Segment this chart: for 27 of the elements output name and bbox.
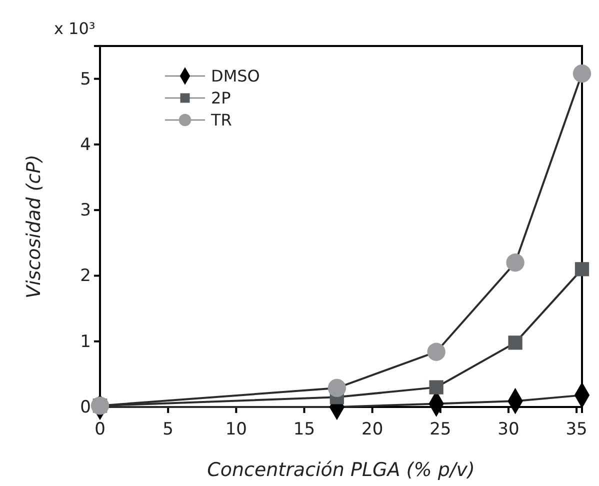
point (427, 342, 446, 361)
y-tick-label: 3 (80, 200, 91, 221)
point (574, 262, 590, 276)
x-tick-label: 25 (430, 420, 452, 440)
y-tick-label: 5 (80, 69, 91, 90)
x-tick-label: 0 (94, 420, 106, 440)
point (508, 336, 522, 350)
legend-label: TR (210, 110, 232, 130)
text: x 10³ (54, 19, 96, 38)
y-tick-label: 2 (80, 266, 91, 286)
x-tick-label: 15 (293, 420, 316, 440)
legend-label: DMSO (211, 66, 260, 86)
x-tick-label: 35 (566, 420, 588, 440)
point (429, 380, 444, 394)
x-tick-label: 30 (498, 420, 520, 440)
y-tick-label: 4 (80, 134, 91, 155)
point (328, 378, 346, 398)
x-tick-label: 5 (162, 420, 174, 440)
y-tick-label: 1 (80, 332, 91, 352)
y-axis-title: Viscosidad (cP) (23, 154, 45, 298)
x-tick-label: 10 (225, 420, 247, 440)
x-tick-label: 20 (361, 420, 384, 440)
y-tick-label: 0 (80, 397, 91, 418)
point (572, 64, 592, 83)
x-axis-title: Concentración PLGA (% p/v) (207, 459, 475, 481)
point (506, 254, 524, 272)
legend-label: 2P (211, 88, 232, 108)
